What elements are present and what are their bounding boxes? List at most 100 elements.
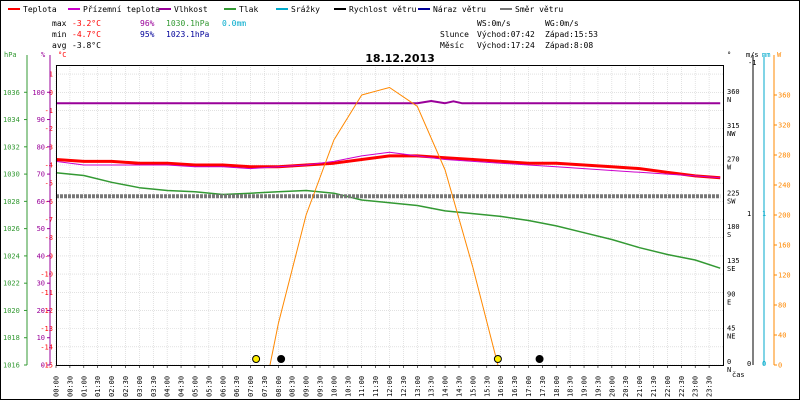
dir-tick-direction: W: [727, 164, 732, 172]
dir-tick-label: 315: [727, 122, 740, 130]
w-tick-label: 320: [778, 122, 791, 130]
x-tick-label: 20:30: [622, 376, 630, 397]
chart-title: 18.12.2013: [365, 52, 435, 65]
sunrise-marker: [252, 355, 261, 363]
moonrise-marker: [535, 355, 544, 363]
sunset-marker: [493, 355, 502, 363]
w-tick-label: 0: [778, 362, 782, 370]
temp-tick-label: -5: [45, 180, 53, 188]
pct-tick-label: 20: [37, 307, 45, 315]
stat-max-label: max: [52, 19, 67, 28]
wind-gust-info: WG:0m/s: [545, 19, 579, 28]
w-axis-label: W: [777, 51, 782, 59]
pct-tick-label: 10: [37, 334, 45, 342]
sun-rise: Východ:07:42: [477, 30, 535, 39]
pct-tick-label: 80: [37, 143, 45, 151]
x-tick-label: 14:00: [442, 376, 450, 397]
x-tick-label: 03:30: [150, 376, 158, 397]
hpa-tick-label: 1022: [3, 280, 20, 288]
moonset-marker: [277, 355, 286, 363]
x-tick-label: 18:00: [553, 376, 561, 397]
x-tick-label: 12:30: [400, 376, 408, 397]
x-tick-label: 23:00: [692, 376, 700, 397]
legend-label: Tlak: [239, 5, 258, 14]
temp-tick-label: -14: [40, 343, 53, 351]
pct-tick-label: 100: [32, 89, 45, 97]
x-tick-label: 15:00: [469, 376, 477, 397]
x-tick-label: 04:00: [164, 376, 172, 397]
w-tick-label: 200: [778, 212, 791, 220]
w-tick-label: 240: [778, 182, 791, 190]
x-tick-label: 16:30: [511, 376, 519, 397]
dir-tick-label: 90: [727, 291, 735, 299]
x-tick-label: 01:30: [94, 376, 102, 397]
x-tick-label: 02:00: [108, 376, 116, 397]
hpa-tick-label: 1020: [3, 307, 20, 315]
stat-min-label: min: [52, 30, 67, 39]
pct-tick-label: 60: [37, 198, 45, 206]
x-tick-label: 05:00: [191, 376, 199, 397]
series-line: [55, 151, 721, 179]
stat-max-hum: 96%: [140, 19, 155, 28]
x-tick-label: 10:00: [330, 376, 338, 397]
markers-layer: [252, 355, 544, 363]
x-tick-label: 04:30: [178, 376, 186, 397]
pct-tick-label: 50: [37, 225, 45, 233]
wind-speed-info: WS:0m/s: [477, 19, 511, 28]
temp-tick-label: -12: [40, 307, 53, 315]
temp-tick-label: -8: [45, 234, 53, 242]
dir-tick-label: 225: [727, 189, 740, 197]
x-tick-label: 09:30: [317, 376, 325, 397]
stat-avg-label: avg: [52, 41, 67, 50]
x-tick-label: 15:30: [483, 376, 491, 397]
temp-tick-label: -10: [40, 271, 53, 279]
dir-tick-label: 0: [727, 358, 731, 366]
mm-tick-label: 0: [762, 360, 766, 368]
dir-axis-label: °: [727, 51, 731, 59]
dir-tick-label: 360: [727, 88, 740, 96]
x-tick-label: 17:00: [525, 376, 533, 397]
w-tick-label: 80: [778, 302, 786, 310]
x-tick-label: 11:30: [372, 376, 380, 397]
stat-min-temp: -4.7°C: [72, 30, 101, 39]
x-tick-label: 09:00: [303, 376, 311, 397]
dir-tick-direction: SE: [727, 265, 735, 273]
x-tick-label: 02:30: [122, 376, 130, 397]
x-tick-label: 06:00: [219, 376, 227, 397]
legend-label: Náraz větru: [433, 5, 486, 14]
x-axis-label: čas: [732, 371, 745, 379]
plot-frame: [56, 65, 724, 366]
x-tick-label: 23:30: [706, 376, 714, 397]
sun-set: Západ:15:53: [545, 30, 598, 39]
legend-label: Srážky: [291, 5, 320, 14]
moon-label: Měsíc: [440, 41, 464, 50]
ms-tick-label: 0: [747, 360, 751, 368]
ms-tick-label: 1: [747, 210, 751, 218]
astro-block: WS:0m/s WG:0m/s Slunce Východ:07:42 Zápa…: [440, 19, 598, 50]
w-tick-label: 280: [778, 152, 791, 160]
axes: 10-1-2-3-4-5-6-7-8-9-10-11-12-13-14-1500…: [3, 51, 791, 397]
pct-tick-label: 30: [37, 280, 45, 288]
hpa-tick-label: 1028: [3, 198, 20, 206]
x-tick-label: 00:00: [53, 376, 61, 397]
moon-rise: Východ:17:24: [477, 41, 535, 50]
series-line: [55, 171, 721, 269]
pct-tick-label: 90: [37, 116, 45, 124]
hpa-tick-label: 1036: [3, 89, 20, 97]
x-tick-label: 17:30: [539, 376, 547, 397]
series-line: [55, 154, 721, 180]
dir-tick-direction: NE: [727, 332, 735, 340]
x-tick-label: 08:00: [275, 376, 283, 397]
x-tick-label: 14:30: [455, 376, 463, 397]
stat-avg-temp: -3.8°C: [72, 41, 101, 50]
stat-max-press: 1030.1hPa: [166, 19, 210, 28]
dir-tick-direction: N: [727, 366, 731, 374]
w-tick-label: 360: [778, 92, 791, 100]
dir-tick-label: 180: [727, 223, 740, 231]
x-tick-label: 00:30: [66, 376, 74, 397]
mm-tick-label: 1: [762, 210, 766, 218]
dir-tick-direction: N: [727, 96, 731, 104]
temp-tick-label: -15: [40, 362, 53, 370]
